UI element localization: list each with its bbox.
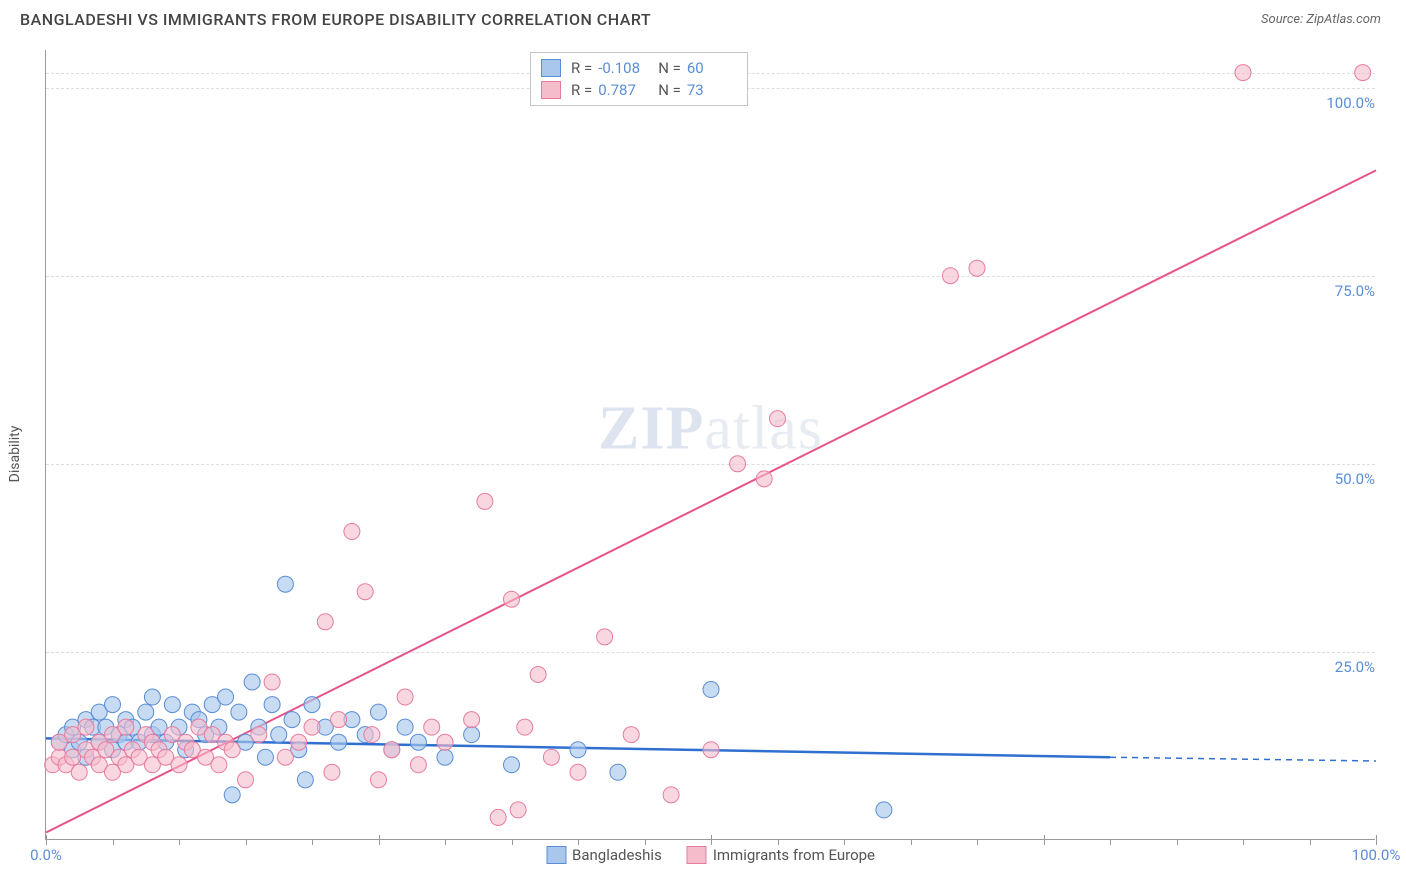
data-point bbox=[364, 727, 380, 743]
data-point bbox=[244, 674, 260, 690]
chart-title: BANGLADESHI VS IMMIGRANTS FROM EUROPE DI… bbox=[20, 10, 651, 29]
data-point bbox=[942, 268, 958, 284]
data-point bbox=[756, 471, 772, 487]
legend-item: Immigrants from Europe bbox=[687, 846, 875, 864]
data-point bbox=[510, 802, 526, 818]
data-point bbox=[271, 727, 287, 743]
data-point bbox=[277, 749, 293, 765]
data-point bbox=[424, 719, 440, 735]
data-point bbox=[331, 712, 347, 728]
data-point bbox=[1355, 65, 1371, 81]
data-point bbox=[464, 712, 480, 728]
data-point bbox=[490, 809, 506, 825]
chart-header: BANGLADESHI VS IMMIGRANTS FROM EUROPE DI… bbox=[0, 0, 1406, 34]
data-point bbox=[257, 749, 273, 765]
data-point bbox=[231, 704, 247, 720]
data-point bbox=[264, 697, 280, 713]
data-point bbox=[264, 674, 280, 690]
data-point bbox=[477, 493, 493, 509]
scatter-points bbox=[46, 50, 1375, 839]
data-point bbox=[570, 742, 586, 758]
legend-swatch bbox=[541, 81, 561, 99]
data-point bbox=[238, 772, 254, 788]
bottom-legend: Bangladeshis Immigrants from Europe bbox=[546, 846, 875, 864]
data-point bbox=[324, 764, 340, 780]
data-point bbox=[251, 727, 267, 743]
data-point bbox=[224, 742, 240, 758]
data-point bbox=[504, 591, 520, 607]
data-point bbox=[610, 764, 626, 780]
data-point bbox=[876, 802, 892, 818]
data-point bbox=[171, 757, 187, 773]
data-point bbox=[357, 584, 373, 600]
plot-area: ZIPatlas 25.0%50.0%75.0%100.0% 0.0%100.0… bbox=[45, 50, 1375, 840]
data-point bbox=[504, 757, 520, 773]
data-point bbox=[317, 614, 333, 630]
data-point bbox=[969, 260, 985, 276]
legend-swatch bbox=[546, 846, 566, 864]
data-point bbox=[410, 757, 426, 773]
data-point bbox=[304, 697, 320, 713]
data-point bbox=[331, 734, 347, 750]
data-point bbox=[211, 757, 227, 773]
correlation-stats-box: R =-0.108 N =60 R =0.787 N =73 bbox=[530, 52, 748, 106]
data-point bbox=[164, 697, 180, 713]
data-point bbox=[138, 704, 154, 720]
data-point bbox=[277, 576, 293, 592]
data-point bbox=[1235, 65, 1251, 81]
data-point bbox=[570, 764, 586, 780]
x-tick-label: 100.0% bbox=[1352, 846, 1401, 864]
y-axis-label: Disability bbox=[7, 426, 23, 483]
data-point bbox=[437, 749, 453, 765]
data-point bbox=[770, 411, 786, 427]
data-point bbox=[663, 787, 679, 803]
legend-item: Bangladeshis bbox=[546, 846, 662, 864]
data-point bbox=[105, 697, 121, 713]
data-point bbox=[71, 764, 87, 780]
data-point bbox=[543, 749, 559, 765]
data-point bbox=[410, 734, 426, 750]
data-point bbox=[224, 787, 240, 803]
data-point bbox=[371, 772, 387, 788]
data-point bbox=[397, 689, 413, 705]
data-point bbox=[291, 734, 307, 750]
data-point bbox=[371, 704, 387, 720]
data-point bbox=[703, 742, 719, 758]
data-point bbox=[464, 727, 480, 743]
data-point bbox=[344, 524, 360, 540]
source-credit: Source: ZipAtlas.com bbox=[1261, 12, 1381, 27]
legend-swatch bbox=[541, 59, 561, 77]
data-point bbox=[144, 689, 160, 705]
data-point bbox=[304, 719, 320, 735]
data-point bbox=[730, 456, 746, 472]
data-point bbox=[118, 719, 134, 735]
stats-row: R =-0.108 N =60 bbox=[541, 57, 737, 79]
data-point bbox=[623, 727, 639, 743]
data-point bbox=[218, 689, 234, 705]
data-point bbox=[284, 712, 300, 728]
data-point bbox=[384, 742, 400, 758]
data-point bbox=[397, 719, 413, 735]
data-point bbox=[530, 666, 546, 682]
data-point bbox=[297, 772, 313, 788]
data-point bbox=[517, 719, 533, 735]
stats-row: R =0.787 N =73 bbox=[541, 79, 737, 101]
data-point bbox=[703, 682, 719, 698]
x-tick-label: 0.0% bbox=[30, 846, 62, 864]
data-point bbox=[437, 734, 453, 750]
legend-swatch bbox=[687, 846, 707, 864]
data-point bbox=[78, 719, 94, 735]
data-point bbox=[597, 629, 613, 645]
